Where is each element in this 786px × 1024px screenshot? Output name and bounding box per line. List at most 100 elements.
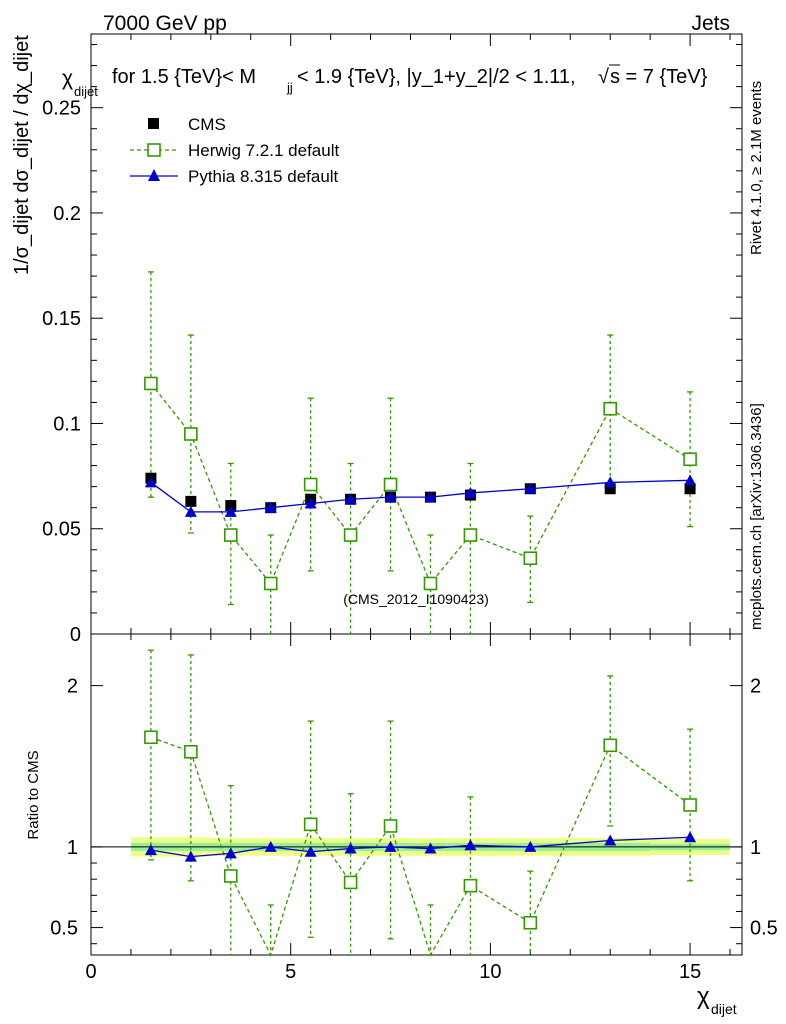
main-y-tick-label: 0.15 <box>42 308 81 330</box>
legend-herwig-marker <box>147 143 161 157</box>
title-prefix-sub: dijet <box>74 84 98 99</box>
legend-item-herwig: Herwig 7.2.1 default <box>130 141 339 160</box>
pythia-main-point <box>384 491 397 503</box>
main-y-tick-label: 0.2 <box>53 203 81 225</box>
herwig-ratio-point <box>683 798 697 812</box>
ratio-y-tick-label-right: 2 <box>750 676 761 698</box>
main-y-tick-label: 0.05 <box>42 519 81 541</box>
herwig-main-point <box>144 376 158 391</box>
title-sub: jj <box>286 80 293 95</box>
pythia-main-point <box>184 505 197 517</box>
x-tick-label: 10 <box>479 961 501 983</box>
herwig-main-point <box>383 477 398 492</box>
herwig-main-point <box>463 528 478 542</box>
pythia-ratio-point <box>184 850 197 862</box>
pythia-main-point <box>524 482 537 494</box>
title-rest: < 1.9 {TeV}, |y_1+y_2|/2 < 1.11, <box>297 66 576 88</box>
pythia-ratio-line <box>150 836 691 858</box>
legend-cms-label: CMS <box>188 115 226 134</box>
pythia-main-point <box>684 474 697 486</box>
main-y-tick-label: 0 <box>70 624 81 646</box>
pythia-ratio-point <box>384 840 397 852</box>
plot-title: χ dijet for 1.5 {TeV}< M jj < 1.9 {TeV},… <box>62 64 708 99</box>
pythia-ratio-point <box>424 842 437 854</box>
x-axis-label: χ <box>697 983 710 1010</box>
legend-cms-marker <box>148 118 159 129</box>
title-sqrt-sign: √ <box>598 66 609 88</box>
pythia-main-point <box>304 497 317 509</box>
cms-main-point <box>684 483 696 495</box>
main-y-tick-label: 0.1 <box>53 413 81 435</box>
herwig-main-point <box>343 528 358 542</box>
pythia-main-point <box>424 491 437 503</box>
pythia-main-line <box>150 479 691 513</box>
ratio-uncertainty-band <box>91 837 742 857</box>
ratio-y-axis-label: Ratio to CMS <box>25 750 42 839</box>
ratio-y-tick-label-right: 0.5 <box>750 918 778 940</box>
pythia-ratio-point <box>304 845 317 857</box>
pythia-ratio-point <box>604 834 617 846</box>
herwig-ratio-point <box>303 817 318 832</box>
pythia-ratio-point <box>524 840 537 852</box>
pythia-main-point <box>264 501 277 513</box>
herwig-ratio-point <box>343 875 358 890</box>
herwig-main-point <box>184 427 198 441</box>
herwig-main-point <box>603 401 618 416</box>
herwig-main-point <box>303 477 318 492</box>
title-sqrt: s = 7 {TeV} <box>610 66 708 88</box>
ratio-y-tick-label: 1 <box>67 837 78 859</box>
pythia-ratio-point <box>464 839 477 851</box>
legend-pythia-marker <box>148 169 160 181</box>
pythia-ratio-point <box>144 844 157 856</box>
ratio-y-tick-label: 2 <box>67 676 78 698</box>
pythia-main-point <box>224 505 237 517</box>
ratio-y-tick-label-right: 1 <box>750 837 761 859</box>
herwig-main-point <box>523 551 538 566</box>
legend-item-cms: CMS <box>148 115 226 134</box>
rivet-label: Rivet 4.1.0, ≥ 2.1M events <box>748 81 765 255</box>
main-y-tick-label: 0.25 <box>42 98 81 120</box>
herwig-main-point <box>683 452 697 467</box>
herwig-ratio-point <box>463 878 478 893</box>
cms-main-point <box>604 483 616 495</box>
pythia-main-point <box>464 486 477 498</box>
herwig-main-point <box>223 528 238 542</box>
cms-main-point <box>225 500 237 512</box>
cms-main-point <box>185 495 197 507</box>
herwig-ratio-point <box>383 819 398 833</box>
ratio-y-tick-label: 0.5 <box>50 918 78 940</box>
herwig-ratio-point <box>523 915 538 930</box>
legend-herwig-label: Herwig 7.2.1 default <box>188 141 339 160</box>
pythia-main-point <box>344 493 357 505</box>
analysis-watermark: (CMS_2012_I1090423) <box>343 591 489 607</box>
axes: 0 5 10 15 0 0.05 0.1 0.15 0.2 0.25 0.5 0.5 1 1 2 2 <box>42 34 778 983</box>
herwig-ratio-point <box>144 730 158 745</box>
header-right: Jets <box>691 12 730 35</box>
pythia-main-point <box>604 476 617 488</box>
pythia-ratio-point <box>684 831 697 843</box>
herwig-ratio-point <box>603 738 618 753</box>
main-y-axis-label-text: 1/σ_dijet dσ_dijet / dχ_dijet <box>11 35 33 275</box>
header-left: 7000 GeV pp <box>103 12 227 35</box>
mcplots-label: mcplots.cern.ch [arXiv:1306.3436] <box>748 403 765 630</box>
legend-pythia-label: Pythia 8.315 default <box>188 167 339 186</box>
pythia-ratio-point <box>344 842 357 854</box>
ratio-frame <box>90 633 743 956</box>
herwig-main-point <box>263 576 278 591</box>
x-axis-label-sub: dijet <box>711 1001 737 1017</box>
title-prefix: χ <box>62 67 73 90</box>
herwig-ratio-point <box>223 869 238 883</box>
herwig-ratio-point <box>184 744 198 759</box>
pythia-main-point <box>144 476 157 488</box>
x-tick-label: 15 <box>679 961 701 983</box>
main-y-axis-label: 1/σ_dijet dσ_dijet / dχ_dijet <box>11 35 33 275</box>
x-tick-label: 0 <box>85 961 96 983</box>
legend-item-pythia: Pythia 8.315 default <box>130 167 339 186</box>
herwig-ratio-line <box>150 736 691 957</box>
pythia-ratio-point <box>224 847 237 859</box>
title-main: for 1.5 {TeV}< M <box>112 66 256 88</box>
herwig-main-line <box>150 383 691 585</box>
herwig-main-point <box>423 576 438 591</box>
x-tick-label: 5 <box>285 961 296 983</box>
